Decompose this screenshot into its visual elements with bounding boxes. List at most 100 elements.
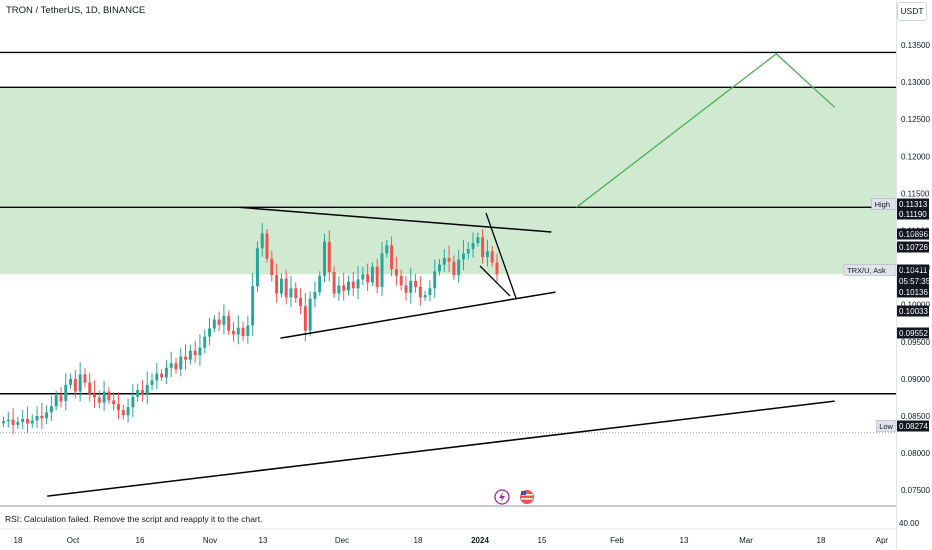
candle[interactable] — [394, 256, 398, 286]
candle[interactable] — [131, 384, 135, 418]
candle[interactable] — [438, 259, 441, 276]
candle[interactable] — [385, 239, 389, 258]
candle[interactable] — [346, 275, 350, 296]
candle[interactable] — [117, 392, 120, 420]
candle[interactable] — [270, 250, 274, 282]
candle[interactable] — [208, 317, 212, 346]
candle[interactable] — [140, 380, 144, 402]
candle[interactable] — [442, 249, 446, 272]
candle[interactable] — [447, 245, 451, 272]
candle[interactable] — [35, 406, 39, 429]
candle[interactable] — [414, 273, 418, 293]
candle[interactable] — [466, 241, 470, 260]
candle[interactable] — [169, 351, 173, 378]
candle[interactable] — [275, 263, 279, 303]
candle[interactable] — [212, 315, 216, 333]
candle[interactable] — [184, 344, 188, 370]
price-tag[interactable]: 0.10726 — [897, 241, 929, 253]
candle[interactable] — [485, 239, 489, 267]
candle[interactable] — [54, 390, 58, 410]
candle[interactable] — [97, 390, 101, 409]
candle[interactable] — [78, 361, 82, 402]
candle[interactable] — [313, 281, 317, 308]
candle[interactable] — [323, 233, 326, 283]
candle[interactable] — [30, 414, 34, 429]
candle[interactable] — [21, 410, 25, 430]
candle[interactable] — [59, 387, 63, 408]
candle[interactable] — [227, 310, 231, 335]
candle[interactable] — [294, 282, 298, 304]
candle[interactable] — [179, 347, 183, 377]
trendline-1[interactable] — [280, 291, 556, 339]
candle[interactable] — [246, 315, 250, 344]
candle[interactable] — [356, 266, 360, 300]
candle[interactable] — [337, 276, 341, 301]
candle[interactable] — [155, 363, 159, 389]
candle[interactable] — [11, 408, 15, 435]
candle[interactable] — [145, 371, 149, 405]
candle[interactable] — [490, 245, 494, 267]
pennant-lower-line[interactable] — [479, 265, 511, 297]
candle[interactable] — [203, 329, 207, 354]
candle[interactable] — [198, 334, 202, 366]
candle[interactable] — [461, 240, 465, 271]
projection-path[interactable] — [575, 53, 836, 208]
candle[interactable] — [241, 321, 245, 341]
candle[interactable] — [231, 321, 235, 342]
candle[interactable] — [399, 269, 403, 291]
candle[interactable] — [2, 416, 5, 427]
candle[interactable] — [351, 271, 355, 297]
candle[interactable] — [332, 266, 336, 298]
candle[interactable] — [452, 255, 456, 281]
candle[interactable] — [160, 369, 164, 381]
price-tag[interactable]: 0.10033 — [897, 305, 929, 317]
candle[interactable] — [40, 402, 44, 429]
candle[interactable] — [93, 380, 97, 409]
pennant-upper-line[interactable] — [485, 212, 517, 299]
candle[interactable] — [481, 229, 485, 264]
candle[interactable] — [150, 373, 154, 391]
candle[interactable] — [121, 404, 125, 420]
candle[interactable] — [289, 275, 293, 308]
candle[interactable] — [299, 288, 303, 315]
candle[interactable] — [107, 387, 111, 404]
candle[interactable] — [126, 398, 130, 423]
candle[interactable] — [217, 311, 221, 332]
candle[interactable] — [423, 290, 427, 301]
candle[interactable] — [409, 267, 413, 304]
candle[interactable] — [45, 405, 49, 424]
candle[interactable] — [188, 344, 192, 365]
candle[interactable] — [112, 392, 116, 411]
candle[interactable] — [6, 411, 10, 428]
price-tag[interactable]: 0.11190 — [897, 208, 929, 220]
candle[interactable] — [251, 272, 255, 337]
candle[interactable] — [318, 271, 322, 296]
candle[interactable] — [457, 249, 461, 283]
price-tag[interactable]: 05:57:35 — [897, 275, 931, 287]
candle[interactable] — [255, 241, 259, 292]
candle[interactable] — [49, 395, 53, 421]
candle[interactable] — [174, 357, 178, 374]
price-tag[interactable]: 0.09552 — [897, 327, 929, 339]
candle[interactable] — [236, 315, 240, 345]
resistance-zone[interactable] — [0, 87, 896, 275]
price-tag[interactable]: 0.08274 Low — [875, 420, 929, 432]
candle[interactable] — [476, 232, 480, 247]
candle[interactable] — [361, 267, 365, 286]
candle[interactable] — [102, 380, 106, 412]
candle[interactable] — [327, 230, 331, 282]
candle[interactable] — [25, 406, 29, 434]
candle[interactable] — [260, 222, 264, 257]
candle[interactable] — [279, 273, 283, 298]
candle[interactable] — [428, 280, 432, 302]
candle[interactable] — [64, 373, 68, 411]
candle[interactable] — [433, 259, 437, 298]
price-tag[interactable]: 0.10136 — [897, 286, 929, 298]
candle[interactable] — [418, 276, 422, 306]
candle[interactable] — [88, 372, 92, 402]
candle[interactable] — [83, 368, 87, 388]
currency-button[interactable]: USDT — [897, 2, 927, 21]
candle[interactable] — [471, 232, 475, 258]
trendline-2[interactable] — [47, 400, 835, 497]
candle[interactable] — [375, 258, 379, 294]
